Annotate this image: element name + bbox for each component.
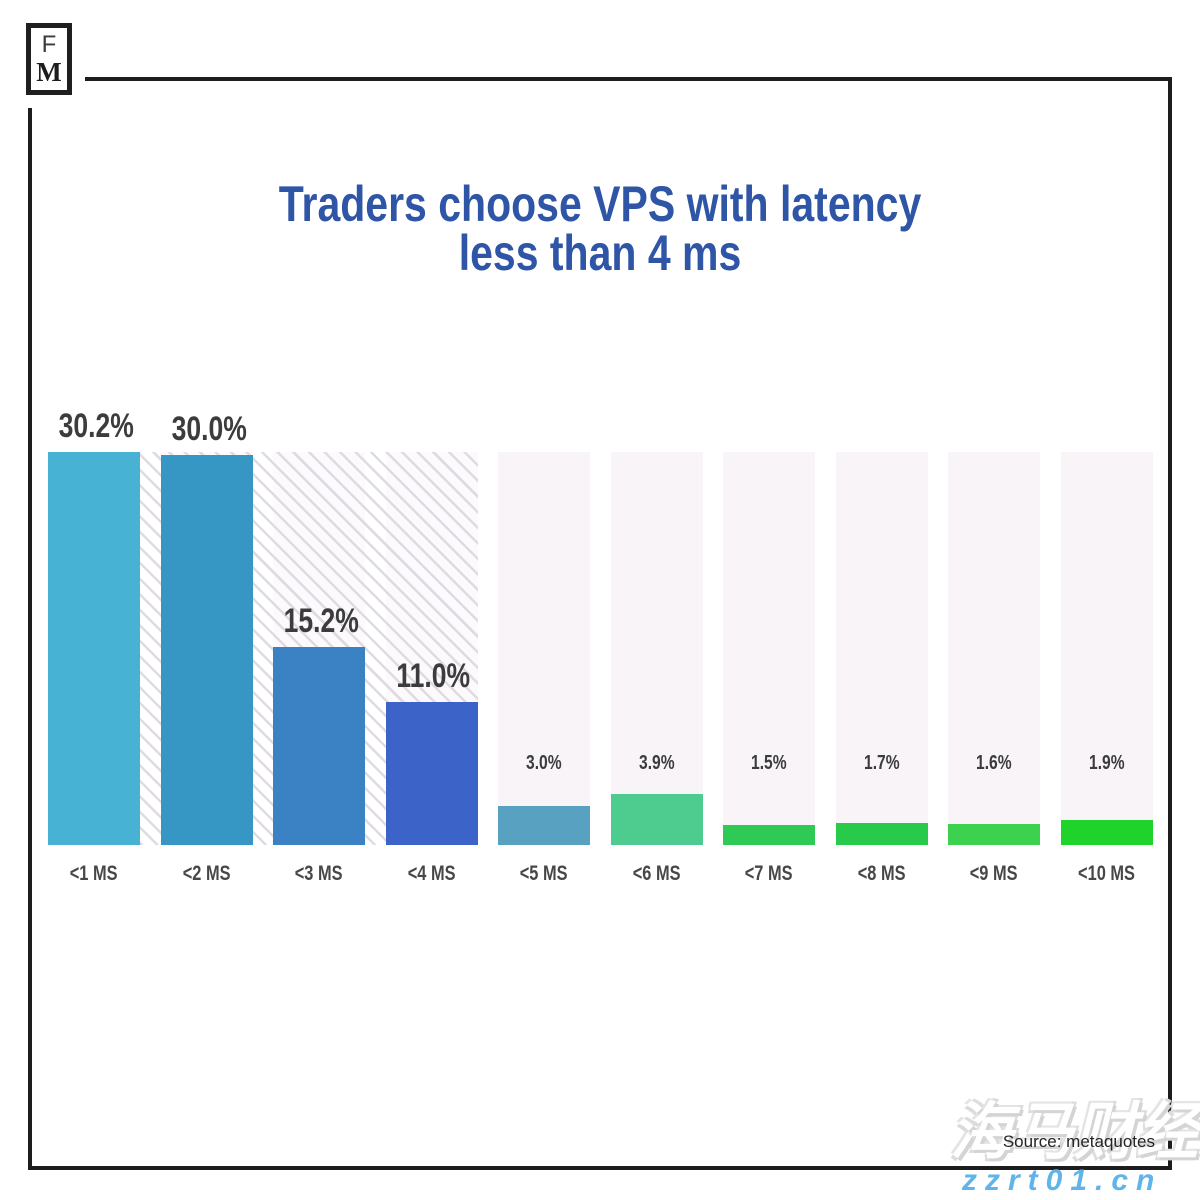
chart-column: 30.0% <2 MS xyxy=(160,411,253,885)
bar xyxy=(498,806,590,845)
axis-label-text: <6 MS xyxy=(632,862,681,885)
bar xyxy=(1060,820,1153,845)
bar-value-label: 30.2% xyxy=(48,408,140,444)
logo-letter-f: F xyxy=(41,31,57,58)
bar-value-text: 15.2% xyxy=(283,602,359,640)
axis-label: <5 MS xyxy=(498,862,590,886)
chart-title: Traders choose VPS with latency less tha… xyxy=(108,176,1092,281)
chart-column: 1.9% <10 MS xyxy=(1060,452,1153,885)
axis-label: <6 MS xyxy=(611,862,703,886)
bar-value-label: 3.0% xyxy=(498,752,590,774)
bar-value-text: 1.5% xyxy=(751,752,787,774)
axis-label: <8 MS xyxy=(836,862,928,886)
bar xyxy=(160,455,253,845)
bar-value-text: 3.0% xyxy=(526,752,562,774)
chart-title-line2: less than 4 ms xyxy=(458,225,742,281)
brand-logo: F M xyxy=(26,23,72,95)
bar-track xyxy=(498,452,590,845)
bar-value-label: 1.9% xyxy=(1061,752,1153,774)
axis-label: <7 MS xyxy=(723,862,815,886)
axis-label-text: <8 MS xyxy=(857,862,906,885)
bar-value-text: 30.0% xyxy=(171,410,247,448)
bar-value-label: 3.9% xyxy=(611,752,703,774)
axis-label: <4 MS xyxy=(386,862,478,886)
axis-label-text: <10 MS xyxy=(1078,862,1135,885)
axis-label-text: <9 MS xyxy=(970,862,1018,885)
bar xyxy=(723,825,815,845)
chart-column: 1.7% <8 MS xyxy=(835,452,928,885)
bar-value-text: 3.9% xyxy=(638,752,675,774)
bar-track xyxy=(1060,452,1153,845)
bar-track xyxy=(948,452,1040,845)
bar-chart: 30.2% <1 MS 30.0% <2 MS 15.2% <3 MS 11.0% <4 MS… xyxy=(0,408,1200,892)
logo-letter-m: M xyxy=(36,57,62,87)
bar xyxy=(948,824,1040,845)
chart-column: 3.0% <5 MS xyxy=(498,452,590,885)
frame-border xyxy=(28,77,1172,1170)
bar-value-label: 1.6% xyxy=(948,752,1040,774)
bar-value-label: 1.5% xyxy=(723,752,815,774)
axis-label: <1 MS xyxy=(48,862,140,886)
axis-label-text: <4 MS xyxy=(407,862,456,885)
bar-value-label: 1.7% xyxy=(836,752,928,774)
bar xyxy=(273,647,365,845)
chart-title-line1: Traders choose VPS with latency xyxy=(278,176,922,232)
axis-label-text: <2 MS xyxy=(182,862,231,885)
bar-track xyxy=(723,452,815,845)
axis-label-text: <3 MS xyxy=(295,862,343,885)
bar-value-text: 1.9% xyxy=(1088,752,1125,774)
bar-value-text: 1.6% xyxy=(976,752,1012,774)
bar-value-text: 30.2% xyxy=(58,407,134,445)
axis-label: <2 MS xyxy=(161,862,253,886)
bar xyxy=(610,794,703,845)
bar-value-label: 30.0% xyxy=(161,411,253,447)
watermark-chinese: 海马财经 xyxy=(950,1098,1199,1167)
bar xyxy=(48,452,140,845)
chart-column: 3.9% <6 MS xyxy=(610,452,703,885)
axis-label-text: <7 MS xyxy=(745,862,793,885)
bar xyxy=(385,702,478,845)
bar xyxy=(835,823,928,845)
axis-label: <3 MS xyxy=(273,862,365,886)
source-credit: Source: metaquotes xyxy=(1002,1132,1155,1151)
chart-column: 1.6% <9 MS xyxy=(948,452,1040,885)
bar-value-text: 11.0% xyxy=(395,657,470,695)
axis-label-text: <5 MS xyxy=(520,862,568,885)
bar-value-text: 1.7% xyxy=(863,752,900,774)
watermark-url: zzrt01.cn xyxy=(962,1164,1163,1197)
chart-column: 1.5% <7 MS xyxy=(723,452,815,885)
bar-value-label: 15.2% xyxy=(273,603,365,639)
chart-column: 30.2% <1 MS xyxy=(48,408,140,885)
axis-label: <9 MS xyxy=(948,862,1040,886)
bar-track xyxy=(835,452,928,845)
bar-value-label: 11.0% xyxy=(386,658,478,694)
axis-label: <10 MS xyxy=(1061,862,1153,886)
axis-label-text: <1 MS xyxy=(70,862,118,885)
bar-track xyxy=(610,452,703,845)
